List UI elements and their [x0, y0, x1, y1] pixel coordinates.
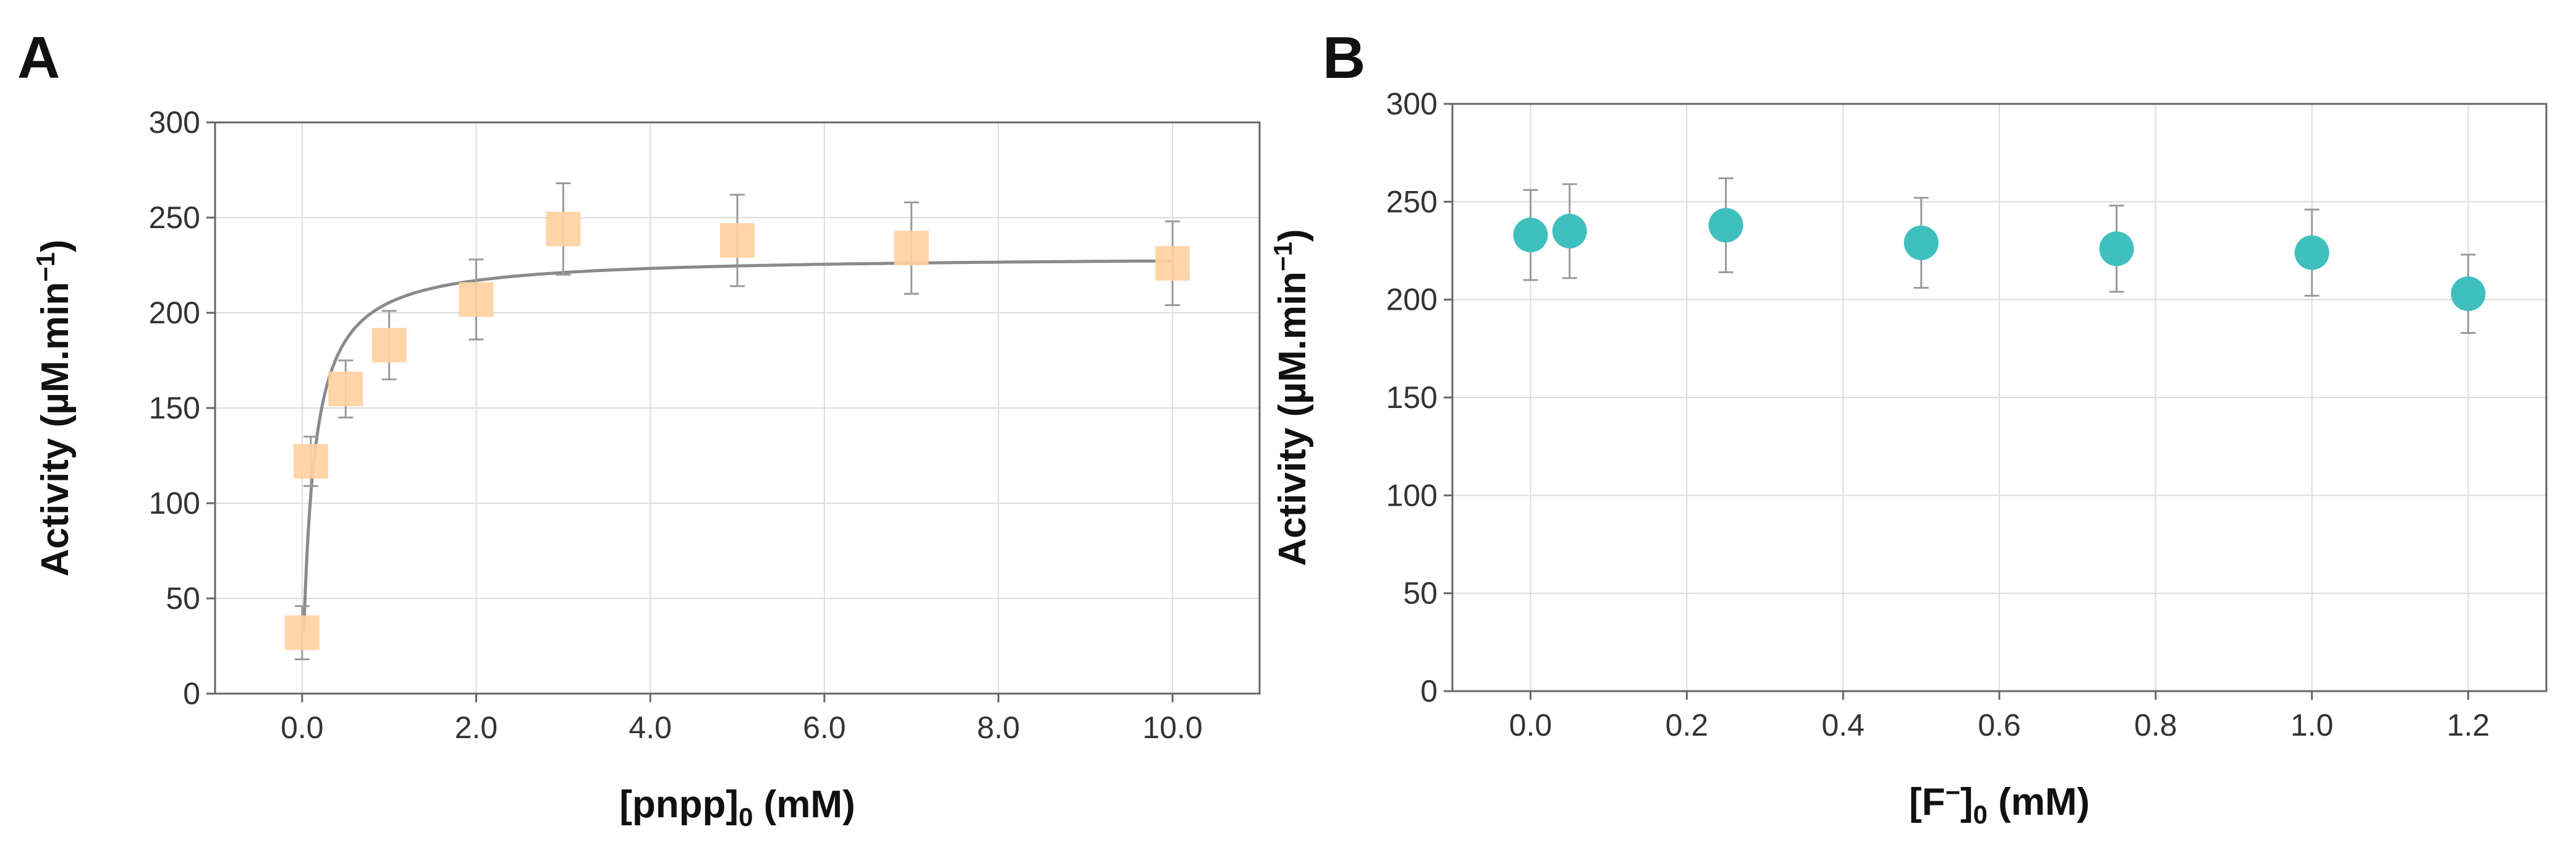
panel-a-y-tick-label: 200: [149, 295, 200, 330]
panel-a-x-tick-label: 6.0: [803, 710, 846, 745]
panel-b-y-tick-label: 300: [1386, 87, 1438, 121]
panel-b-x-tick-label: 0.0: [1509, 708, 1553, 742]
panel-a-x-tick-label: 2.0: [455, 710, 498, 745]
panel-b-y-tick-label: 200: [1386, 283, 1438, 317]
panel-a-data-point: [328, 372, 363, 407]
panel-a-x-tick-label: 4.0: [629, 710, 672, 745]
panel-a-y-tick-label: 100: [149, 486, 200, 521]
panel-b-x-tick-label: 0.4: [1821, 708, 1865, 742]
panel-a-x-axis-title: [pnpp]0 (mM): [619, 783, 855, 831]
panel-b-x-tick-label: 1.2: [2447, 708, 2490, 742]
panel-a-x-tick-label: 8.0: [977, 710, 1020, 745]
panel-b-y-tick-label: 0: [1420, 674, 1438, 708]
panel-b-data-point: [2451, 276, 2486, 312]
panel-a-fit-curve: [302, 259, 1173, 632]
panel-b-y-tick-label: 250: [1386, 184, 1438, 219]
panel-b-y-tick-label: 150: [1386, 380, 1438, 415]
panel-a-data-point: [546, 211, 581, 247]
panel-b-x-axis-title: [F−]0 (mM): [1909, 778, 2090, 829]
panel-a-data-point: [284, 615, 320, 650]
panel-a-y-tick-label: 50: [166, 581, 200, 616]
panel-b-letter: B: [1323, 25, 1365, 91]
panel-b-ticks: 0.0 0.2 0.4 0.6 0.8 1.0 1.2 0 50 100 150 200 250 300: [1386, 87, 2490, 742]
panel-a-ticks: 0.0 2.0 4.0 6.0 8.0 10.0 0 50 100 150 200 250 300: [149, 105, 1203, 745]
panel-a-y-axis-title: Activity (µM.min−1): [31, 239, 77, 576]
panel-b-grid: [1452, 103, 2546, 692]
panel-a-x-tick-label: 10.0: [1143, 710, 1203, 745]
panel-b-y-tick-label: 100: [1386, 478, 1438, 512]
panel-a-x-tick-label: 0.0: [281, 710, 324, 745]
panel-a-marks: [284, 182, 1190, 661]
panel-a-data-point: [293, 444, 328, 479]
panel-b: B 0.0 0.2 0.4 0.6 0.8 1.0 1.2 0 50 100 150 200 250 30…: [1268, 25, 2548, 829]
panel-b-x-tick-label: 0.2: [1666, 708, 1709, 742]
panel-b-data-point: [1708, 208, 1743, 243]
panel-b-x-tick-label: 0.6: [1978, 708, 2021, 742]
panel-b-x-tick-label: 1.0: [2290, 708, 2334, 742]
panel-a-data-point: [459, 282, 494, 317]
panel-a-y-tick-label: 0: [183, 676, 200, 711]
panel-b-x-tick-label: 0.8: [2134, 708, 2177, 742]
panel-a-y-tick-label: 250: [149, 200, 200, 235]
panel-a: A 0.0 2.0 4.0 6.0 8.0 10.0050100150200250300 …: [17, 25, 1261, 831]
panel-b-y-axis-title: Activity (µM.min−1): [1268, 229, 1314, 566]
panel-a-data-point: [894, 231, 929, 266]
panel-a-y-tick-label: 300: [149, 105, 200, 140]
panel-b-y-tick-label: 50: [1403, 576, 1438, 611]
panel-b-marks: [1513, 177, 2486, 334]
panel-b-data-point: [2294, 235, 2329, 270]
panel-b-data-point: [1513, 218, 1548, 253]
panel-a-letter: A: [17, 25, 60, 91]
panel-b-data-point: [1552, 213, 1587, 249]
panel-a-y-tick-label: 150: [149, 391, 200, 425]
panel-a-data-point: [371, 328, 407, 363]
panel-b-data-point: [1904, 225, 1939, 260]
panel-b-data-point: [2099, 231, 2134, 266]
panel-a-data-point: [1155, 245, 1190, 281]
panel-a-data-point: [720, 223, 755, 258]
